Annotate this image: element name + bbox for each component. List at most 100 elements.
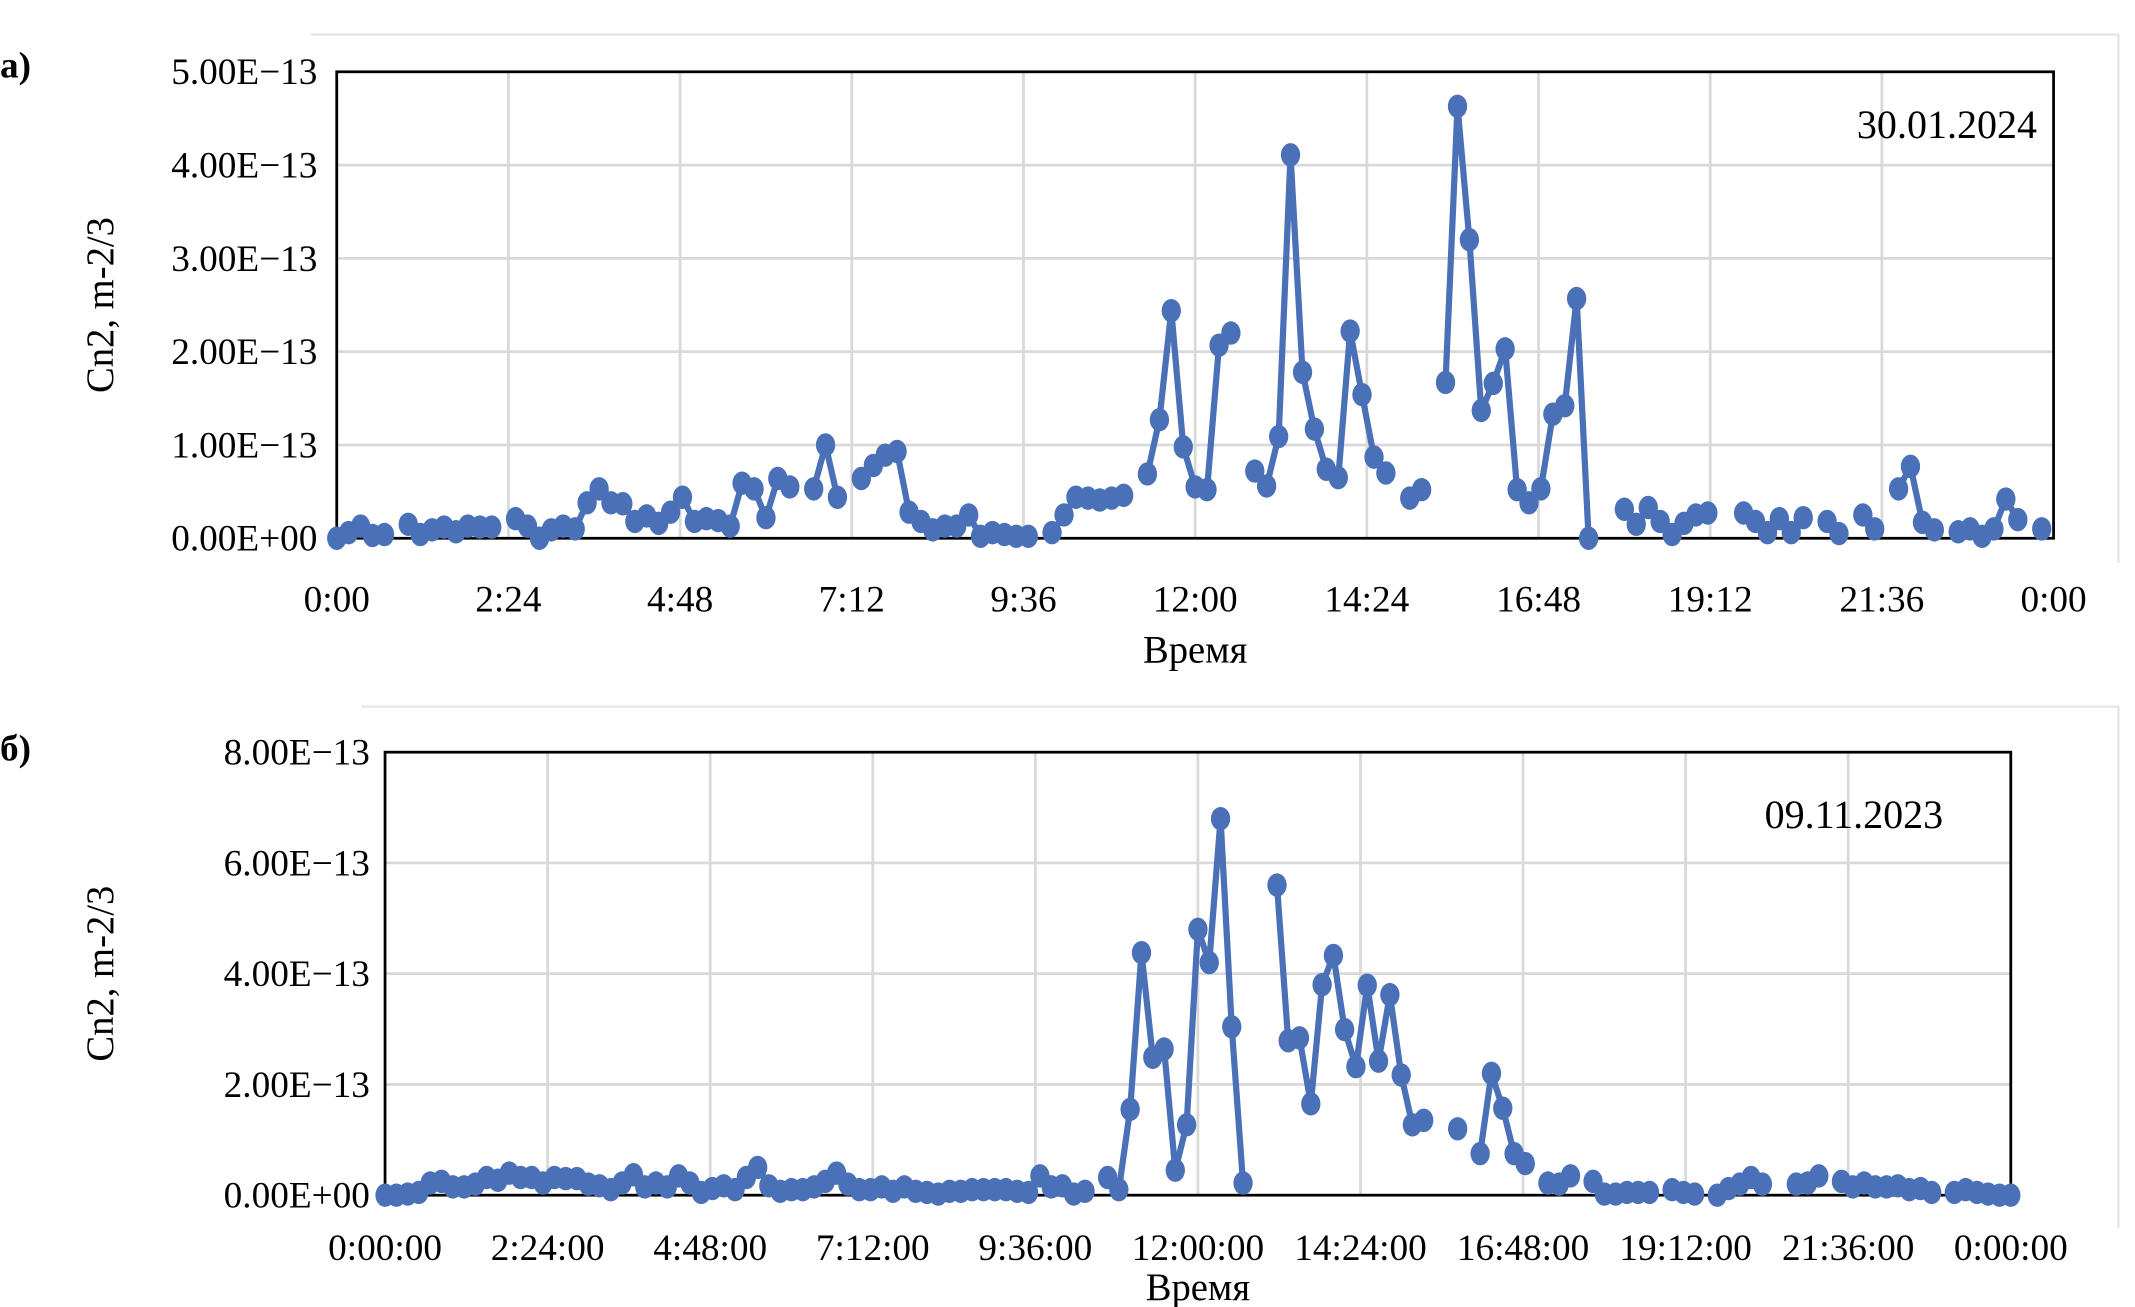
data-point [1054, 503, 1074, 527]
data-point [1471, 398, 1491, 423]
data-point [1233, 1171, 1253, 1195]
x-axis-label: Время [1143, 629, 1248, 671]
x-tick-label: 21:36:00 [1782, 1228, 1914, 1269]
data-point [577, 491, 597, 515]
data-point [660, 500, 681, 524]
data-point [1368, 1049, 1389, 1073]
data-point [1698, 501, 1718, 525]
data-point [1018, 524, 1038, 549]
data-point [1188, 917, 1208, 942]
x-tick-label: 2:24:00 [491, 1228, 605, 1269]
x-tick-label: 14:24 [1324, 579, 1409, 620]
y-axis-label: Cn2, m-2/3 [80, 886, 122, 1062]
data-point [1149, 407, 1170, 432]
series-line [1144, 307, 1234, 493]
data-point [1922, 1180, 1942, 1205]
series-line [1442, 103, 1592, 539]
data-point [1018, 1180, 1039, 1205]
data-point [1199, 950, 1219, 975]
y-tick-label: 0.00E+00 [171, 519, 317, 560]
data-point [1578, 526, 1599, 550]
data-point [1626, 512, 1646, 537]
data-point [1566, 286, 1587, 311]
data-point [1346, 1054, 1366, 1079]
data-point [1267, 873, 1287, 897]
data-point [804, 477, 824, 501]
data-point [1137, 462, 1158, 486]
data-point [1328, 465, 1348, 490]
x-tick-label: 12:00:00 [1132, 1228, 1264, 1269]
chart-frame [361, 705, 2120, 1229]
data-point [1515, 1151, 1535, 1176]
chart-a: 0.00E+00 1.00E−13 2.00E−13 3.00E−13 4.00E−13… [0, 33, 2120, 671]
data-point [2032, 517, 2052, 541]
data-point [959, 503, 979, 527]
data-point [1197, 477, 1217, 502]
data-point [1109, 1177, 1129, 1202]
panel-label: а) [0, 45, 31, 86]
y-tick-label: 2.00E−13 [224, 1065, 370, 1106]
data-point [1493, 1096, 1513, 1120]
data-point [1865, 517, 1885, 541]
data-point [374, 522, 395, 547]
data-point [780, 475, 800, 499]
data-point [589, 477, 609, 501]
x-tick-label: 0:00:00 [1954, 1228, 2068, 1269]
data-point [1793, 505, 1813, 530]
y-tick-label: 5.00E−13 [171, 52, 317, 93]
data-point [1924, 518, 1944, 542]
x-tick-label: 19:12:00 [1619, 1228, 1751, 1269]
data-point [1483, 371, 1503, 396]
plot-area [383, 750, 2013, 1197]
x-tick-label: 12:00 [1153, 579, 1238, 620]
data-point [1380, 982, 1400, 1007]
data-point [1435, 370, 1456, 395]
x-tick-label: 7:12:00 [816, 1228, 930, 1269]
data-point [1519, 491, 1539, 515]
data-point [1340, 319, 1360, 343]
data-point [1165, 1158, 1185, 1182]
data-point [1638, 495, 1658, 520]
data-point [1470, 1141, 1490, 1166]
data-point [1245, 459, 1265, 483]
data-point [1289, 1026, 1310, 1050]
data-point [1459, 228, 1480, 252]
data-point [1176, 1113, 1197, 1137]
x-tick-label: 9:36 [990, 579, 1056, 620]
data-point [1984, 517, 2004, 541]
data-point [1414, 1108, 1434, 1133]
data-point [887, 439, 907, 464]
x-tick-label: 21:36 [1839, 579, 1924, 620]
y-tick-label: 4.00E−13 [224, 954, 370, 995]
x-tick-label: 14:24:00 [1294, 1228, 1426, 1269]
data-point [748, 1155, 768, 1180]
data-point [1809, 1164, 1829, 1188]
data-point [1684, 1182, 1705, 1206]
y-tick-label: 0.00E+00 [224, 1176, 370, 1217]
data-point [1391, 1063, 1411, 1087]
data-point [756, 505, 776, 530]
data-point [1222, 1015, 1242, 1039]
data-point [1075, 1179, 1095, 1204]
x-tick-label: 16:48:00 [1457, 1228, 1589, 1269]
data-point [827, 485, 848, 510]
data-point [2001, 1183, 2021, 1207]
data-point [1323, 943, 1344, 968]
y-axis-label: Cn2, m-2/3 [80, 217, 122, 393]
data-point [1531, 477, 1551, 501]
data-point [1334, 1017, 1355, 1042]
data-point [1364, 445, 1384, 469]
data-point [482, 515, 502, 539]
data-point [1481, 1061, 1502, 1086]
data-point [613, 492, 633, 516]
x-tick-label: 0:00 [2020, 579, 2086, 620]
panel-label: б) [0, 728, 31, 769]
y-tick-label: 1.00E−13 [171, 425, 317, 466]
data-point [1769, 506, 1790, 531]
data-point [1996, 487, 2016, 511]
data-point [1161, 298, 1181, 323]
data-point [1560, 1164, 1581, 1188]
data-point [1312, 972, 1332, 997]
data-point [1829, 521, 1849, 546]
x-tick-label: 9:36:00 [978, 1228, 1092, 1269]
